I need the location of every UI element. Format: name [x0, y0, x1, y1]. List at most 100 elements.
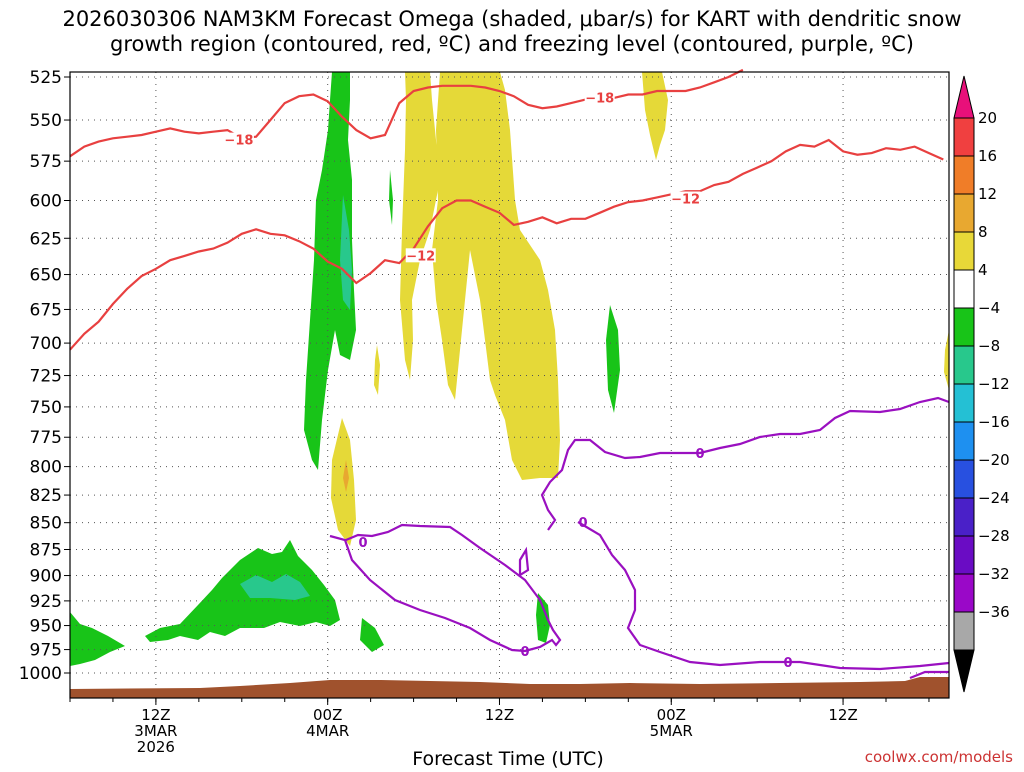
- y-tick-label-600: 600: [30, 192, 62, 212]
- y-axis: 525 550 575 600 625 650 675 700 725 750 775 800 825 8…: [19, 68, 70, 684]
- omega-negative-lowlevel-a: [145, 540, 340, 642]
- colorbar-box-7: [953, 383, 975, 423]
- y-tick-label-950: 950: [30, 617, 62, 637]
- freezing-level-main: [329, 523, 562, 653]
- colorbar-label-4: 4: [978, 261, 988, 279]
- contour-label--18-1: −18: [585, 92, 614, 107]
- colorbar-box-5: [953, 307, 975, 347]
- omega-negative-column-main: [304, 72, 356, 470]
- y-tick-label-825: 825: [30, 486, 62, 506]
- y-tick-label-725: 725: [30, 367, 62, 387]
- colorbar-box-1: [953, 155, 975, 195]
- colorbar-label-0: 20: [978, 109, 997, 127]
- y-tick-label-575: 575: [30, 152, 62, 172]
- contour-label-bg--12-1: [670, 191, 701, 206]
- colorbar-box-9: [953, 459, 975, 499]
- contour-label--18-0: −18: [224, 134, 253, 149]
- plot-area: −18 −18 −12 −12 0 0 0 0 0: [69, 68, 950, 699]
- colorbar-box-0: [953, 117, 975, 157]
- contour-label-bg--12-0: [405, 248, 436, 263]
- y-tick-label-750: 750: [30, 398, 62, 418]
- omega-positive-small-d: [374, 345, 380, 395]
- y-tick-label-700: 700: [30, 334, 62, 354]
- omega-negative-sliver: [389, 170, 393, 225]
- colorbar-box-12: [953, 573, 975, 613]
- y-tick-label-550: 550: [30, 111, 62, 131]
- y-tick-label-975: 975: [30, 641, 62, 661]
- freezing-level-loop-small: [518, 546, 530, 577]
- plot-frame: [69, 71, 950, 699]
- colorbar-label-8: −16: [978, 413, 1010, 431]
- x-tick-label-3-0: 00Z: [657, 706, 686, 724]
- freezing-level-label-2: 0: [578, 516, 587, 531]
- omega-positive-lower-e: [331, 418, 356, 546]
- y-tick-label-800: 800: [30, 458, 62, 478]
- colorbar-box-13: [953, 611, 975, 651]
- contour-lines: −18 −18 −12 −12: [69, 68, 944, 351]
- freezing-level-label-3: 0: [695, 447, 704, 462]
- contour-label--12-0: −12: [406, 249, 435, 264]
- x-tick-label-0-1: 3MAR: [134, 722, 177, 740]
- y-tick-label-1000: 1000: [19, 664, 62, 684]
- colorbar-box-10: [953, 497, 975, 537]
- y-tick-label-775: 775: [30, 428, 62, 448]
- omega-positive-edge-f: [944, 330, 949, 390]
- freezing-level-label-1: 0: [358, 536, 367, 551]
- y-tick-label-625: 625: [30, 229, 62, 249]
- omega-negative-lowlevel-d: [536, 593, 550, 643]
- freezing-level-label-4: 0: [520, 645, 529, 660]
- omega-positive-column-b: [432, 72, 560, 480]
- colorbar-top-arrow: [953, 75, 975, 119]
- colorbar-box-6: [953, 345, 975, 385]
- chart-title-line1: 2026030306 NAM3KM Forecast Omega (shaded…: [62, 7, 961, 31]
- y-tick-label-650: 650: [30, 266, 62, 286]
- freezing-level-extra: [329, 396, 950, 680]
- colorbar-label-2: 12: [978, 185, 997, 203]
- colorbar-box-2: [953, 193, 975, 233]
- x-tick-label-0-2: 2026: [137, 738, 175, 756]
- omega-negative-mid: [606, 305, 620, 413]
- contour-label-bg--18-1: [584, 90, 615, 105]
- colorbar-box-4: [953, 269, 975, 309]
- x-tick-label-3-1: 5MAR: [650, 722, 693, 740]
- omega-negative-lowlevel-b: [70, 612, 125, 666]
- colorbar-box-8: [953, 421, 975, 461]
- colorbar-label-12: −32: [978, 565, 1010, 583]
- colorbar: 20 16 12 8 4 −4 −8 −12 −16 −20 −24 −28 −32 −36: [953, 75, 1010, 693]
- omega-negative-lowlevel-c: [360, 618, 384, 652]
- colorbar-label-6: −8: [978, 337, 1000, 355]
- colorbar-label-7: −12: [978, 375, 1010, 393]
- colorbar-box-11: [953, 535, 975, 575]
- x-tick-label-0-0: 12Z: [141, 706, 170, 724]
- y-tick-label-900: 900: [30, 567, 62, 587]
- colorbar-label-10: −24: [978, 489, 1010, 507]
- chart-title-line2: growth region (contoured, red, ºC) and f…: [110, 32, 914, 56]
- freezing-level-upper: [540, 396, 950, 531]
- x-tick-label-2-0: 12Z: [485, 706, 514, 724]
- freezing-level-lower-right: [577, 521, 950, 671]
- contour-label--12-1: −12: [671, 193, 700, 208]
- y-tick-label-850: 850: [30, 514, 62, 534]
- credit-text: coolwx.com/models: [865, 748, 1013, 766]
- freezing-level-lower-edge: [909, 670, 949, 680]
- y-tick-label-925: 925: [30, 592, 62, 612]
- x-tick-label-1-0: 00Z: [313, 706, 342, 724]
- omega-negative-8-core-upper: [340, 195, 352, 310]
- omega-shading: [70, 72, 949, 666]
- y-tick-label-875: 875: [30, 540, 62, 560]
- colorbar-label-9: −20: [978, 451, 1010, 469]
- colorbar-label-13: −36: [978, 603, 1010, 621]
- contour-label-bg--18-0: [223, 132, 254, 147]
- omega-positive-column-a: [400, 72, 440, 380]
- contour--12: [69, 138, 944, 351]
- freezing-level-label-5: 0: [783, 656, 792, 671]
- contour--18: [69, 68, 744, 158]
- colorbar-bottom-arrow: [953, 649, 975, 693]
- omega-8-core: [343, 460, 349, 492]
- colorbar-label-5: −4: [978, 299, 1000, 317]
- terrain-ground: [70, 677, 949, 698]
- omega-negative-8-core-lower: [240, 574, 310, 600]
- y-tick-label-675: 675: [30, 300, 62, 320]
